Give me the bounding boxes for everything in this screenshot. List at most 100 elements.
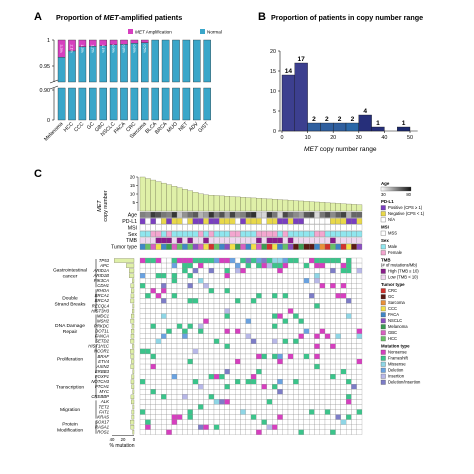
mutation-cell: [277, 308, 283, 314]
mutation-cell: [203, 288, 209, 294]
mutation-cell: [150, 267, 156, 274]
mutation-cell: [272, 257, 278, 264]
mutation-cell: [235, 298, 241, 304]
mutation-cell: [245, 343, 252, 350]
mutation-cell: [250, 338, 257, 344]
mutation-cell: [314, 343, 320, 350]
annotation-cell: [272, 243, 278, 250]
mutation-cell: [198, 303, 204, 309]
annotation-cell: [287, 231, 294, 237]
mutation-cell: [145, 353, 151, 360]
annotation-cell: [346, 237, 352, 244]
mutation-cell: [182, 262, 188, 269]
mutation-cell: [303, 424, 310, 430]
mutation-cell: [282, 394, 289, 400]
mutation-cell: [266, 262, 273, 269]
mutation-cell: [145, 368, 151, 375]
mutation-cell: [229, 394, 236, 400]
mutation-cell: [282, 262, 289, 269]
mutation-cell: [176, 419, 183, 425]
mutation-percent-bar: [126, 263, 135, 268]
gene-label: RHOA: [97, 288, 110, 293]
mutation-cell: [330, 399, 336, 405]
annotation-cell: [235, 218, 241, 225]
cn-bar: [298, 200, 305, 212]
annotation-cell: [229, 237, 236, 244]
mutation-cell: [213, 384, 220, 390]
annotation-cell: [182, 224, 188, 231]
mutation-cell: [319, 313, 326, 319]
mutation-cell: [145, 394, 151, 400]
mutation-cell: [266, 353, 273, 360]
annotation-cell: [166, 224, 172, 231]
mutation-cell: [324, 389, 331, 395]
mutation-cell: [287, 262, 294, 269]
mutation-cell: [287, 348, 294, 355]
annotation-cell: [145, 237, 151, 244]
mutation-cell: [145, 273, 151, 279]
mutation-cell: [198, 313, 204, 319]
mutation-cell: [182, 424, 188, 430]
mutation-cell: [351, 353, 357, 360]
mutation-cell: [166, 409, 172, 415]
mutation-cell: [324, 328, 331, 334]
mutation-cell: [293, 414, 299, 420]
mutation-cell: [314, 267, 320, 274]
mutation-cell: [324, 368, 331, 375]
bar: [358, 114, 372, 132]
annotation-cell: [282, 243, 289, 250]
mutation-cell: [282, 257, 289, 264]
mutation-cell: [203, 267, 209, 274]
mutation-cell: [277, 303, 283, 309]
cn-bar: [192, 192, 199, 212]
mutation-cell: [139, 283, 146, 289]
mutation-cell: [229, 363, 236, 370]
mutation-cell: [282, 353, 289, 360]
mutation-cell: [182, 384, 188, 390]
mutation-cell: [330, 363, 336, 370]
annotation-cell: [176, 224, 183, 231]
annotation-cell: [324, 231, 331, 237]
mutation-cell: [235, 404, 241, 410]
gene-group-label-line: DNA Damage: [55, 323, 85, 329]
mutation-cell: [250, 323, 257, 329]
mutation-cell: [171, 313, 178, 319]
mutation-cell: [235, 318, 241, 324]
mutation-cell: [282, 273, 289, 279]
mutation-cell: [192, 323, 199, 329]
legend-swatch: [380, 361, 386, 367]
mutation-cell: [346, 288, 352, 294]
bar: [333, 122, 347, 132]
mutation-cell: [198, 318, 204, 324]
mutation-cell: [161, 424, 167, 430]
mutation-cell: [256, 384, 262, 390]
mutation-cell: [224, 283, 230, 289]
annotation-cell: [224, 237, 230, 244]
mutation-cell: [182, 288, 188, 294]
mutation-cell: [229, 288, 236, 294]
mutation-cell: [176, 267, 183, 274]
annotation-cell: [356, 218, 363, 225]
mutation-percent-bar: [130, 379, 135, 384]
bar-normal-upper: [182, 39, 191, 83]
cn-tick-label: 5: [132, 200, 135, 205]
mutation-cell: [340, 363, 347, 370]
mutation-cell: [261, 374, 267, 380]
mutation-cell: [203, 389, 209, 395]
mutation-cell: [155, 419, 162, 425]
annotation-cell: [287, 243, 294, 250]
mutation-cell: [272, 414, 278, 420]
annotation-cell: [346, 231, 352, 237]
mutation-cell: [282, 338, 289, 344]
mutation-cell: [351, 409, 357, 415]
mutation-cell: [235, 293, 241, 299]
mutation-cell: [155, 414, 162, 420]
mutation-cell: [324, 399, 331, 405]
mutation-cell: [219, 394, 225, 400]
mutation-cell: [330, 318, 336, 324]
annotation-cell: [155, 224, 162, 231]
mutation-cell: [161, 293, 167, 299]
mutation-cell: [229, 399, 236, 405]
mutation-cell: [229, 278, 236, 284]
